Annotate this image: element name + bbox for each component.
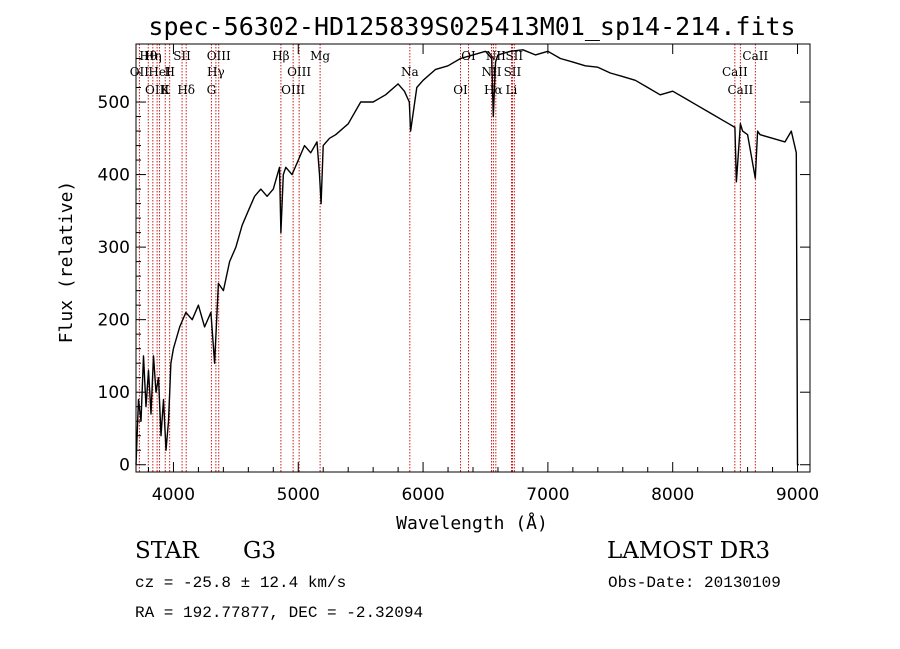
y-tick-label: 0 bbox=[119, 456, 130, 476]
spectral-line-label: Hθ bbox=[139, 49, 157, 63]
x-tick-label: 6000 bbox=[401, 485, 444, 505]
spectral-line-label: HeI bbox=[148, 65, 171, 79]
spectral-line-label: OIII bbox=[145, 83, 169, 97]
plot-frame bbox=[135, 43, 811, 473]
obs-date: Obs-Date: 20130109 bbox=[608, 574, 781, 592]
object-class: STAR bbox=[135, 538, 199, 564]
spectral-line-label: OIII bbox=[207, 49, 231, 63]
y-tick-label: 300 bbox=[98, 238, 130, 258]
spectral-line-label: SII bbox=[505, 49, 523, 63]
spectral-line-label: OIII bbox=[287, 65, 311, 79]
spectral-line-label: SII bbox=[504, 65, 522, 79]
x-axis: 4000 5000 6000 7000 8000 9000 bbox=[147, 44, 819, 505]
y-tick-label: 200 bbox=[98, 311, 130, 331]
y-tick-label: 500 bbox=[98, 93, 130, 113]
spectral-line-label: CaII bbox=[727, 83, 753, 97]
x-axis-label: Wavelength (Å) bbox=[396, 512, 548, 534]
spectral-line-label: Mg bbox=[310, 49, 330, 63]
spectral-line-label: Hδ bbox=[177, 83, 195, 97]
spectral-line-label: Hα bbox=[484, 83, 503, 97]
x-tick-label: 9000 bbox=[776, 485, 819, 505]
y-tick-label: 100 bbox=[98, 383, 130, 403]
chart-title: spec-56302-HD125839S025413M01_sp14-214.f… bbox=[148, 12, 795, 41]
spectral-line-label: Li bbox=[506, 83, 518, 97]
spectral-line-markers bbox=[138, 44, 756, 472]
spectral-line-label: CaII bbox=[722, 65, 748, 79]
survey-name: LAMOST DR3 bbox=[607, 538, 771, 564]
coordinates: RA = 192.77877, DEC = -2.32094 bbox=[135, 604, 424, 622]
spectral-line-label: Na bbox=[401, 65, 419, 79]
spectral-line-label: Hγ bbox=[207, 65, 225, 79]
flux-series-line bbox=[135, 49, 799, 466]
spectral-line-label: Hη bbox=[144, 49, 162, 63]
y-tick-label: 400 bbox=[98, 166, 130, 186]
y-axis: 0 100 200 300 400 500 bbox=[98, 58, 810, 476]
spectral-line-label: CaII bbox=[742, 49, 768, 63]
spectral-line-label: K bbox=[161, 83, 171, 97]
spectral-line-label: OII bbox=[130, 65, 150, 79]
spectral-line-label: NII bbox=[486, 49, 506, 63]
spectral-line-label: Hβ bbox=[272, 49, 289, 63]
redshift-value: cz = -25.8 ± 12.4 km/s bbox=[135, 574, 347, 592]
spectral-line-labels: Hθ OII OIII Hη HeI K SII HHδ OIII Hγ G Hβ OIII OIII Mg… bbox=[130, 49, 769, 97]
spectral-line-label: OIII bbox=[281, 83, 305, 97]
spectral-line-label: SII bbox=[173, 49, 191, 63]
x-tick-label: 4000 bbox=[152, 485, 195, 505]
spectral-line-label: H bbox=[164, 65, 174, 79]
spectral-line-label: G bbox=[207, 83, 217, 97]
spectral-line-label: OI bbox=[453, 83, 468, 97]
y-axis-label: Flux (relative) bbox=[56, 181, 77, 344]
subclass: G3 bbox=[243, 538, 277, 564]
x-tick-label: 5000 bbox=[277, 485, 320, 505]
x-tick-label: 7000 bbox=[526, 485, 569, 505]
x-tick-label: 8000 bbox=[651, 485, 694, 505]
